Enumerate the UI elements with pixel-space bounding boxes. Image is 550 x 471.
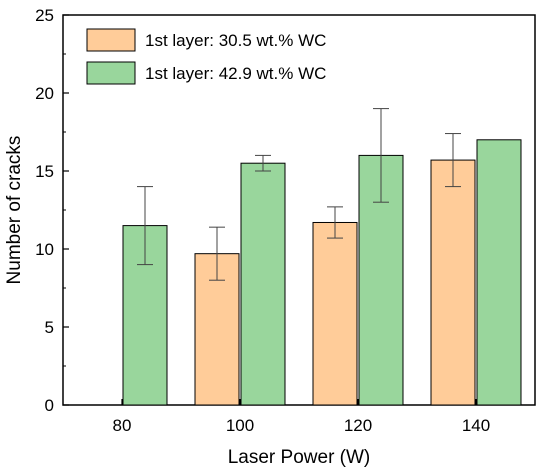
- x-axis-title: Laser Power (W): [228, 447, 371, 468]
- x-tick-label: 100: [226, 416, 254, 435]
- y-tick-label: 20: [35, 84, 54, 103]
- legend-swatch: [86, 28, 136, 52]
- y-axis-title: Number of cracks: [4, 136, 25, 285]
- y-tick-label: 10: [35, 240, 54, 259]
- x-tick-label: 120: [344, 416, 372, 435]
- y-tick-label: 0: [45, 396, 54, 415]
- x-tick-label: 140: [462, 416, 490, 435]
- bar: [476, 139, 522, 406]
- y-axis: 0 5 10 15 20 25: [35, 6, 69, 415]
- y-tick-label: 15: [35, 162, 54, 181]
- legend: 1st layer: 30.5 wt.% WC 1st layer: 42.9 w…: [86, 28, 326, 85]
- legend-label: 1st layer: 30.5 wt.% WC: [145, 31, 326, 50]
- x-tick-label: 80: [113, 416, 132, 435]
- y-tick-label: 25: [35, 6, 54, 25]
- y-tick-label: 5: [45, 318, 54, 337]
- legend-swatch: [86, 61, 136, 85]
- x-axis: 80 100 120 140: [113, 399, 490, 435]
- bar: [312, 221, 358, 406]
- bar: [240, 162, 286, 406]
- bars-group: [122, 108, 522, 406]
- legend-label: 1st layer: 42.9 wt.% WC: [145, 64, 326, 83]
- bar: [430, 159, 476, 406]
